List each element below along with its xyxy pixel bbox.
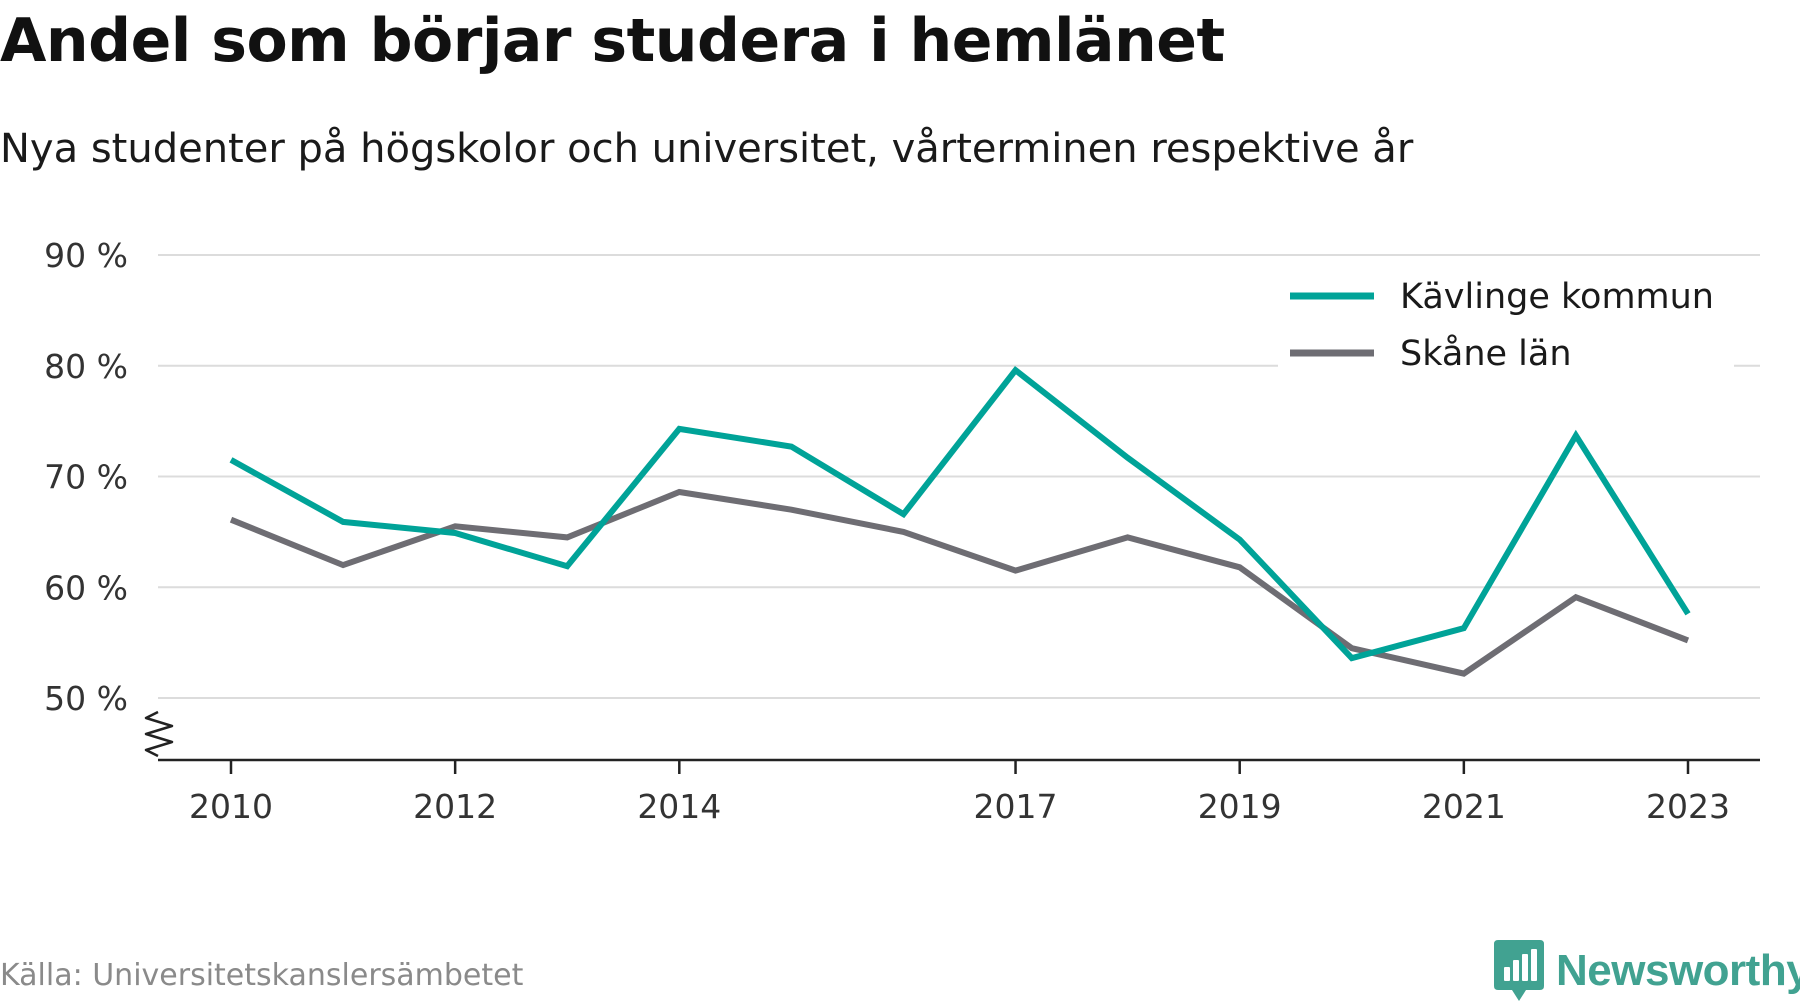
legend-label: Kävlinge kommun xyxy=(1400,277,1714,317)
x-tick-label: 2021 xyxy=(1422,787,1506,826)
brand-logo: Newsworthy xyxy=(1494,940,1800,1002)
y-tick-label: 50 % xyxy=(44,679,128,718)
brand-name: Newsworthy xyxy=(1556,946,1800,995)
x-tick-label: 2023 xyxy=(1646,787,1730,826)
chart-subtitle: Nya studenter på högskolor och universit… xyxy=(0,126,1414,172)
x-axis: 2010 2012 2014 2017 2019 2021 2023 xyxy=(158,758,1760,826)
y-tick-label: 90 % xyxy=(44,236,128,275)
series-line xyxy=(229,365,1691,662)
x-tick-label: 2014 xyxy=(637,787,721,826)
y-tick-label: 70 % xyxy=(44,458,128,497)
y-tick-label: 60 % xyxy=(44,568,128,607)
chart-title: Andel som börjar studera i hemlänet xyxy=(0,6,1225,76)
x-tick-label: 2017 xyxy=(974,787,1058,826)
y-tick-label: 80 % xyxy=(44,347,128,386)
source-note: Källa: Universitetskanslersämbetet xyxy=(0,958,524,993)
legend: Kävlinge kommun Skåne län xyxy=(1278,268,1734,374)
y-axis: 50 % 60 % 70 % 80 % 90 % xyxy=(44,236,174,758)
x-tick-label: 2010 xyxy=(189,787,273,826)
legend-label: Skåne län xyxy=(1400,333,1572,374)
series-line xyxy=(229,488,1690,677)
axis-break-icon xyxy=(144,710,174,758)
series-lines xyxy=(229,365,1691,677)
newsworthy-logo-icon xyxy=(1494,940,1544,1001)
x-tick-label: 2012 xyxy=(413,787,497,826)
x-tick-label: 2019 xyxy=(1198,787,1282,826)
